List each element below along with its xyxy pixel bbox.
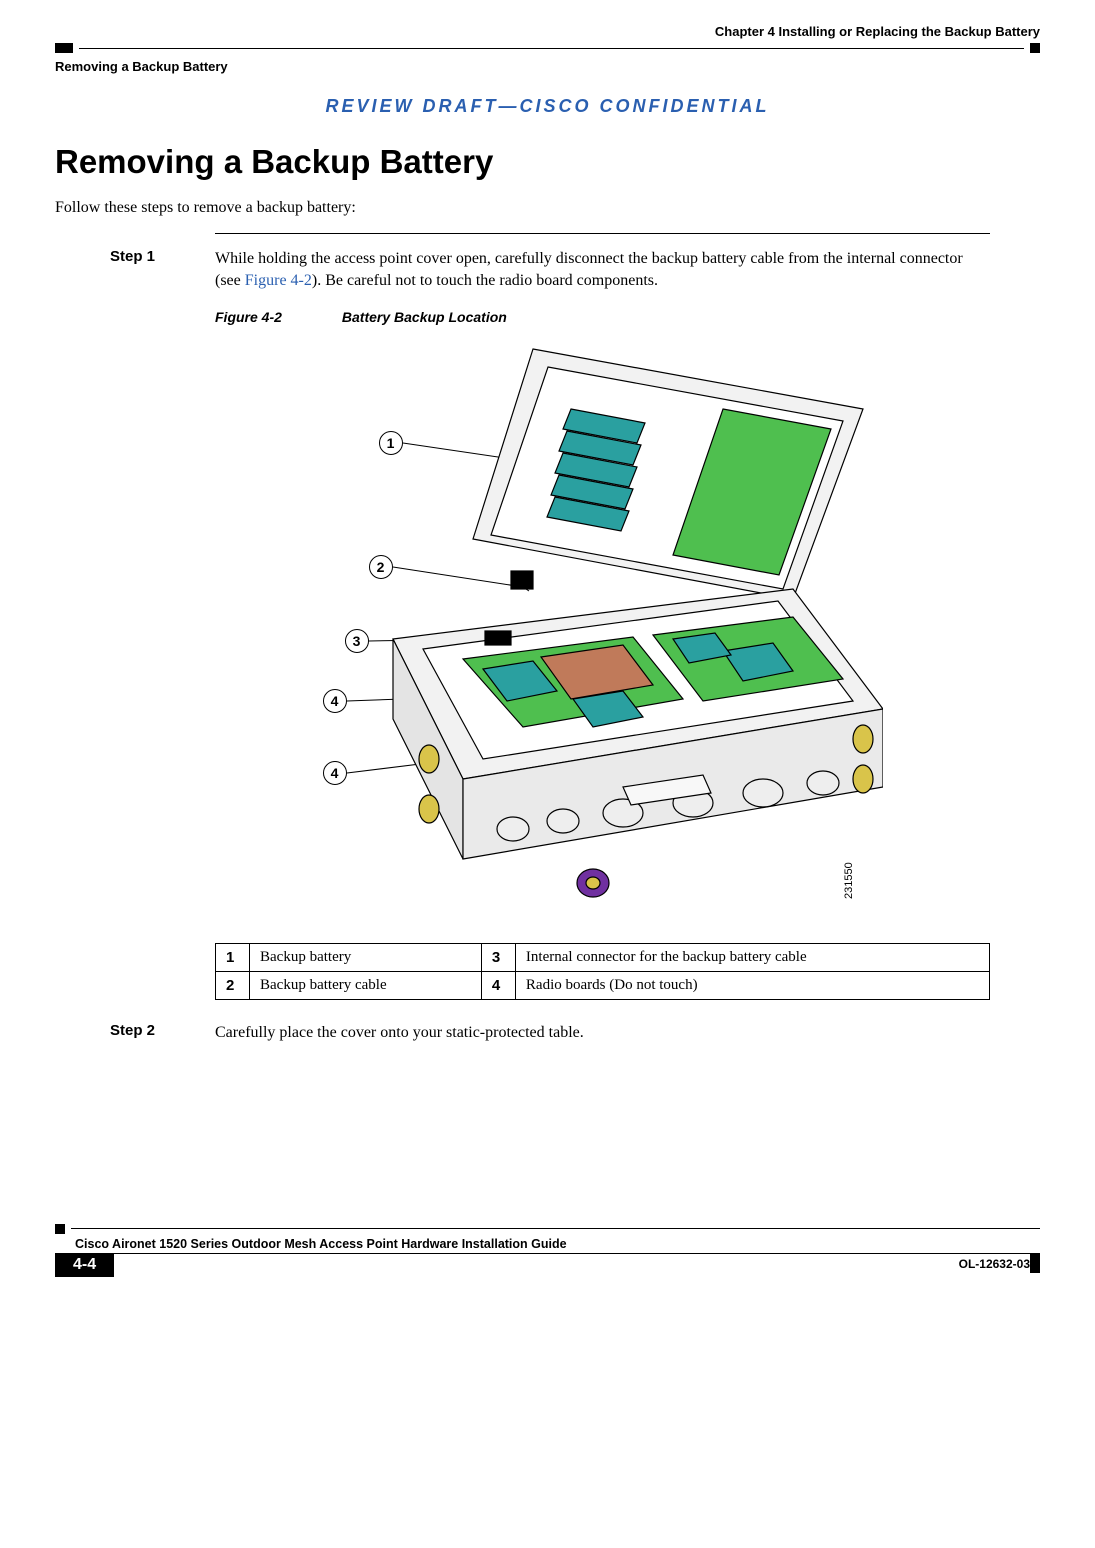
table-row: 1 Backup battery 3 Internal connector fo… [216,944,990,972]
legend-1-num: 1 [216,944,250,972]
legend-4-num: 4 [481,972,515,1000]
step-2: Step 2 Carefully place the cover onto yo… [55,1022,990,1044]
figure-caption: Figure 4-2 Battery Backup Location [215,309,990,325]
callout-2: 2 [369,555,393,579]
legend-4-text: Radio boards (Do not touch) [515,972,989,1000]
step-2-text: Carefully place the cover onto your stat… [215,1022,990,1044]
header-rule-box-left [55,43,73,53]
guide-title: Cisco Aironet 1520 Series Outdoor Mesh A… [75,1234,1040,1253]
step-1-text: While holding the access point cover ope… [215,248,990,291]
legend-3-text: Internal connector for the backup batter… [515,944,989,972]
section-label: Removing a Backup Battery [55,59,1040,74]
page-number: 4-4 [55,1253,114,1277]
callout-2-num: 2 [377,559,385,575]
figure-4-2: 1 2 3 4 4 231550 [215,339,990,919]
figure-image: 1 2 3 4 4 231550 [323,339,883,919]
callout-3-num: 3 [353,633,361,649]
legend-3-num: 3 [481,944,515,972]
footer-end-box [1030,1253,1040,1273]
figure-legend-table: 1 Backup battery 3 Internal connector fo… [215,943,990,1000]
step-1: Step 1 While holding the access point co… [55,248,990,291]
chapter-label: Chapter 4 Installing or Replacing the Ba… [715,24,1040,39]
callout-4a-num: 4 [331,693,339,709]
page-footer: Cisco Aironet 1520 Series Outdoor Mesh A… [0,1224,1095,1277]
legend-2-num: 2 [216,972,250,1000]
header-rule-box-right [1030,43,1040,53]
step-separator [215,233,990,234]
callout-4b: 4 [323,761,347,785]
callout-4b-num: 4 [331,765,339,781]
step-2-label: Step 2 [55,1022,215,1044]
intro-text: Follow these steps to remove a backup ba… [55,199,990,217]
figure-title: Battery Backup Location [342,309,507,325]
drawing-id: 231550 [843,862,855,899]
step-1-text-after: ). Be careful not to touch the radio boa… [312,272,658,289]
doc-number: OL-12632-03 [114,1254,1030,1271]
figure-number: Figure 4-2 [215,309,282,325]
callout-1: 1 [379,431,403,455]
review-draft-banner: REVIEW DRAFT—CISCO CONFIDENTIAL [0,96,1095,117]
callout-1-num: 1 [387,435,395,451]
step-1-label: Step 1 [55,248,215,291]
header-rule [55,43,1040,53]
table-row: 2 Backup battery cable 4 Radio boards (D… [216,972,990,1000]
callout-4a: 4 [323,689,347,713]
page-title: Removing a Backup Battery [55,143,990,181]
legend-1-text: Backup battery [250,944,482,972]
footer-rule-box [55,1224,65,1234]
device-illustration [323,339,883,919]
legend-2-text: Backup battery cable [250,972,482,1000]
figure-reference[interactable]: Figure 4-2 [245,272,312,289]
page-header: Chapter 4 Installing or Replacing the Ba… [0,0,1095,80]
callout-3: 3 [345,629,369,653]
